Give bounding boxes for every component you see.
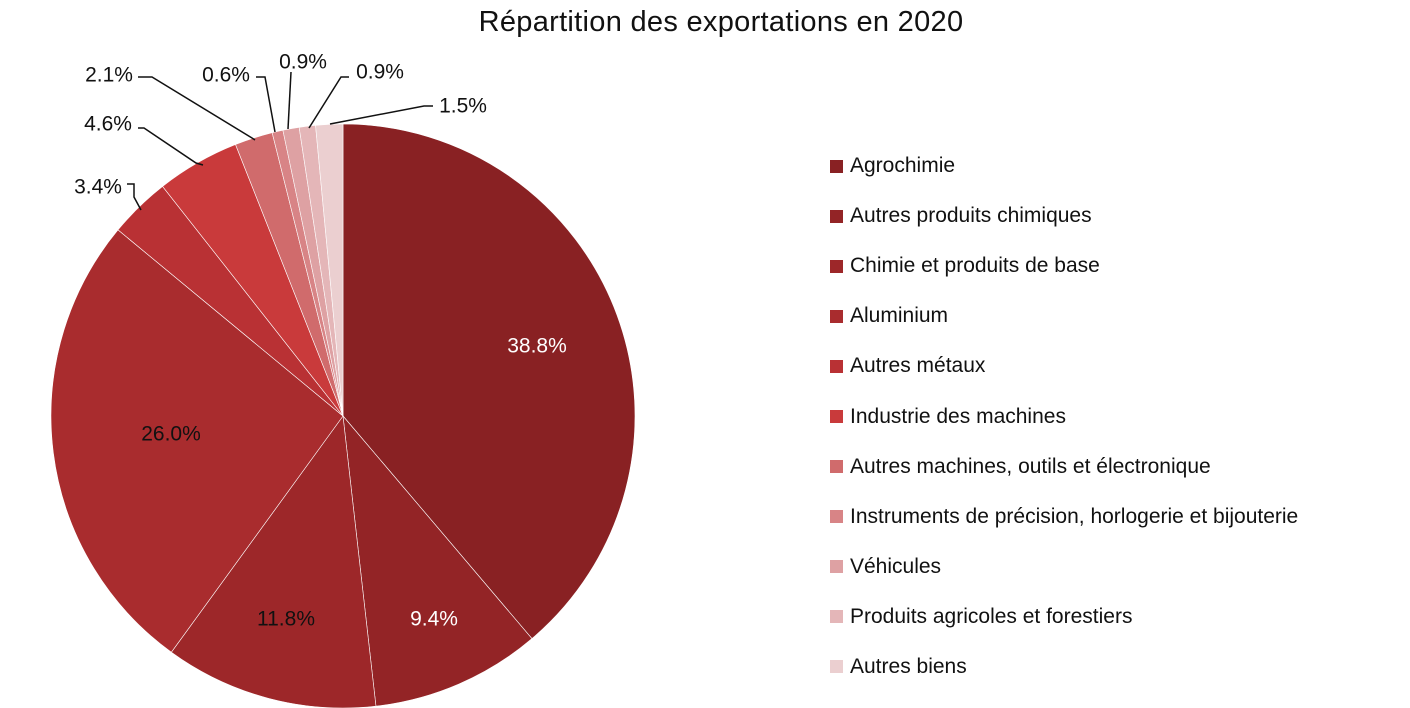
legend-label: Autres machines, outils et électronique <box>850 454 1211 478</box>
legend: Agrochimie Autres produits chimiques Chimi… <box>830 141 1298 692</box>
legend-swatch <box>830 660 843 674</box>
pie-plot: 38.8% 9.4% 11.8% 26.0% 3.4% 4.6% 2.1% 0.6% 0.9% 0… <box>50 51 636 708</box>
data-label-5: 3.4% <box>74 176 122 199</box>
legend-label: Produits agricoles et forestiers <box>850 604 1133 628</box>
leader-line-7 <box>138 76 256 141</box>
legend-item-7: Autres machines, outils et électronique <box>830 442 1298 492</box>
leader-line-5 <box>127 183 142 211</box>
data-label-2: 9.4% <box>410 608 458 631</box>
legend-label: Instruments de précision, horlogerie et … <box>850 504 1299 528</box>
data-label-7: 2.1% <box>85 64 133 87</box>
legend-item-3: Chimie et produits de base <box>830 241 1298 291</box>
legend-item-1: Agrochimie <box>830 141 1298 191</box>
legend-label: Chimie et produits de base <box>850 254 1100 278</box>
leader-line-8 <box>256 76 276 133</box>
leader-line-6 <box>138 127 204 166</box>
legend-swatch <box>830 359 843 373</box>
data-label-9: 0.9% <box>279 51 327 74</box>
data-label-11: 1.5% <box>439 95 487 118</box>
legend-swatch <box>830 610 843 624</box>
legend-swatch <box>830 560 843 574</box>
data-label-3: 11.8% <box>257 608 315 631</box>
pie-slice-2 <box>342 415 533 707</box>
legend-item-10: Produits agricoles et forestiers <box>830 592 1298 642</box>
legend-swatch <box>830 209 843 223</box>
data-label-6: 4.6% <box>84 113 132 136</box>
legend-swatch <box>830 410 843 424</box>
legend-item-8: Instruments de précision, horlogerie et … <box>830 492 1298 542</box>
legend-label: Autres biens <box>850 654 967 678</box>
legend-swatch <box>830 159 843 173</box>
legend-item-11: Autres biens <box>830 642 1298 692</box>
leader-line-9 <box>287 71 292 130</box>
legend-item-4: Aluminium <box>830 291 1298 341</box>
legend-label: Autres métaux <box>850 354 986 378</box>
legend-label: Aluminium <box>850 304 949 328</box>
chart-title: Répartition des exportations en 2020 <box>478 6 964 38</box>
pie-slice-4 <box>50 229 344 653</box>
data-label-10: 0.9% <box>356 61 404 84</box>
pie-slice-1 <box>342 123 636 640</box>
legend-label: Industrie des machines <box>850 404 1066 428</box>
legend-item-9: Véhicules <box>830 542 1298 592</box>
data-label-1: 38.8% <box>507 335 567 358</box>
legend-label: Agrochimie <box>850 154 956 178</box>
legend-item-5: Autres métaux <box>830 341 1298 391</box>
legend-swatch <box>830 460 843 474</box>
leader-line-10 <box>308 76 349 129</box>
legend-swatch <box>830 510 843 524</box>
pie-slice-11 <box>315 123 344 417</box>
legend-swatch <box>830 309 843 323</box>
data-label-4: 26.0% <box>141 423 201 446</box>
legend-label: Véhicules <box>850 554 942 578</box>
legend-item-2: Autres produits chimiques <box>830 191 1298 241</box>
legend-item-6: Industrie des machines <box>830 391 1298 441</box>
legend-swatch <box>830 259 843 273</box>
leader-line-11 <box>329 105 433 125</box>
data-label-8: 0.6% <box>202 64 250 87</box>
legend-label: Autres produits chimiques <box>850 204 1092 228</box>
